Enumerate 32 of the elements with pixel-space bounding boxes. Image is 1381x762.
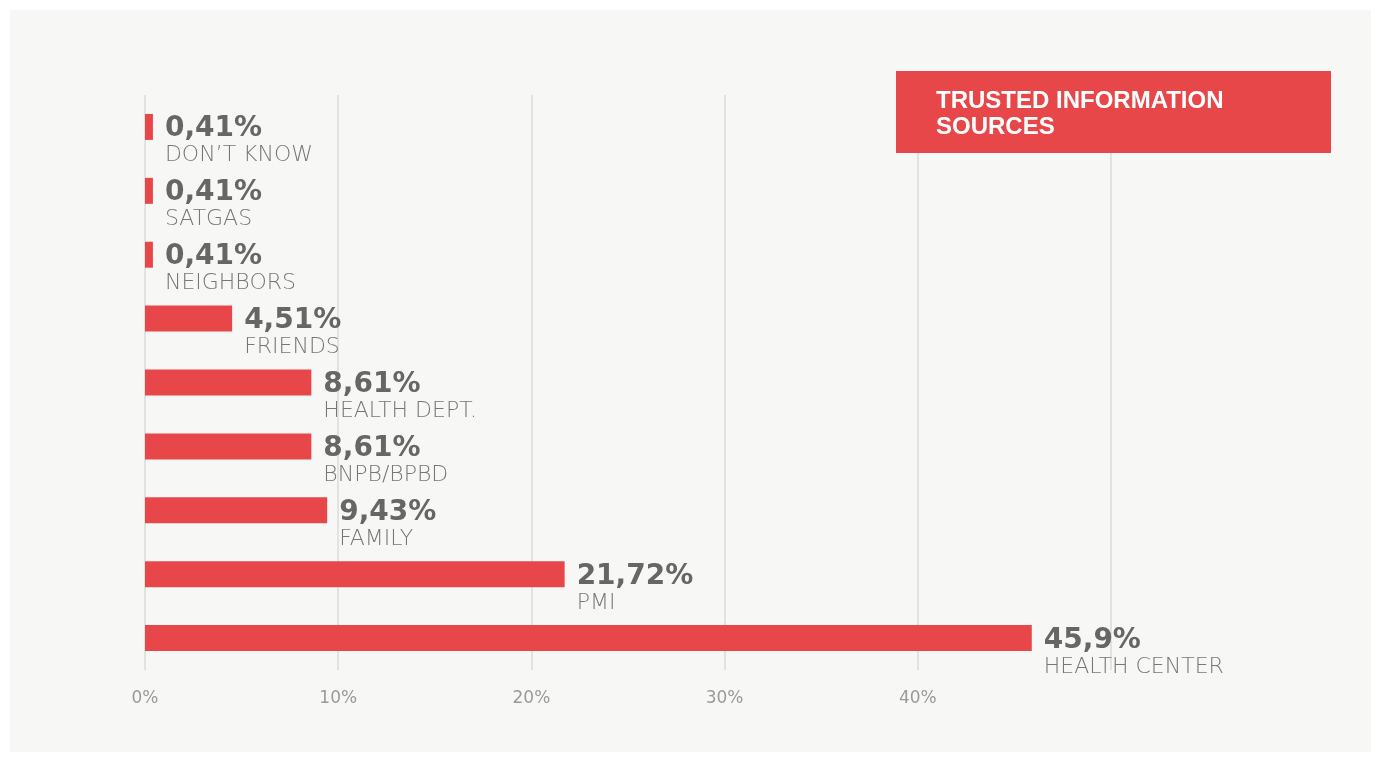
y-tick-label: HEALTH CENTER (1043, 652, 1224, 678)
y-tick-label: DON’T KNOW (164, 141, 314, 167)
x-tick-label: 0% (131, 686, 159, 707)
bar (145, 177, 153, 204)
data-label: 21,72% (576, 557, 694, 591)
data-label: 0,41% (164, 174, 263, 208)
bar (145, 305, 233, 332)
x-tick-label: 40% (898, 686, 937, 707)
bar (145, 497, 328, 524)
x-tick-label: 20% (512, 686, 551, 707)
y-tick-label: SATGAS (164, 205, 253, 231)
data-label: 45,9% (1043, 621, 1141, 655)
y-tick-label: FRIENDS (244, 333, 340, 359)
y-tick-label: FAMILY (339, 524, 414, 550)
x-tick-label: 30% (705, 686, 744, 707)
bar (145, 433, 312, 460)
bar (145, 241, 153, 268)
y-tick-label: BNPB/BPBD (323, 460, 449, 486)
y-tick-label: PMI (576, 588, 616, 614)
y-tick-label: HEALTH DEPT. (323, 397, 477, 422)
bar (145, 369, 312, 396)
data-label: 0,41% (164, 238, 263, 272)
y-tick-label: NEIGHBORS (164, 269, 296, 295)
bar (145, 561, 565, 588)
bar (145, 625, 1032, 652)
data-label: 0,41% (164, 110, 263, 144)
bar (145, 113, 153, 140)
x-tick-label: 10% (319, 686, 358, 707)
data-label: 8,61% (323, 366, 421, 399)
data-label: 4,51% (244, 302, 342, 336)
data-label: 8,61% (323, 429, 421, 463)
data-label: 9,43% (339, 493, 437, 527)
